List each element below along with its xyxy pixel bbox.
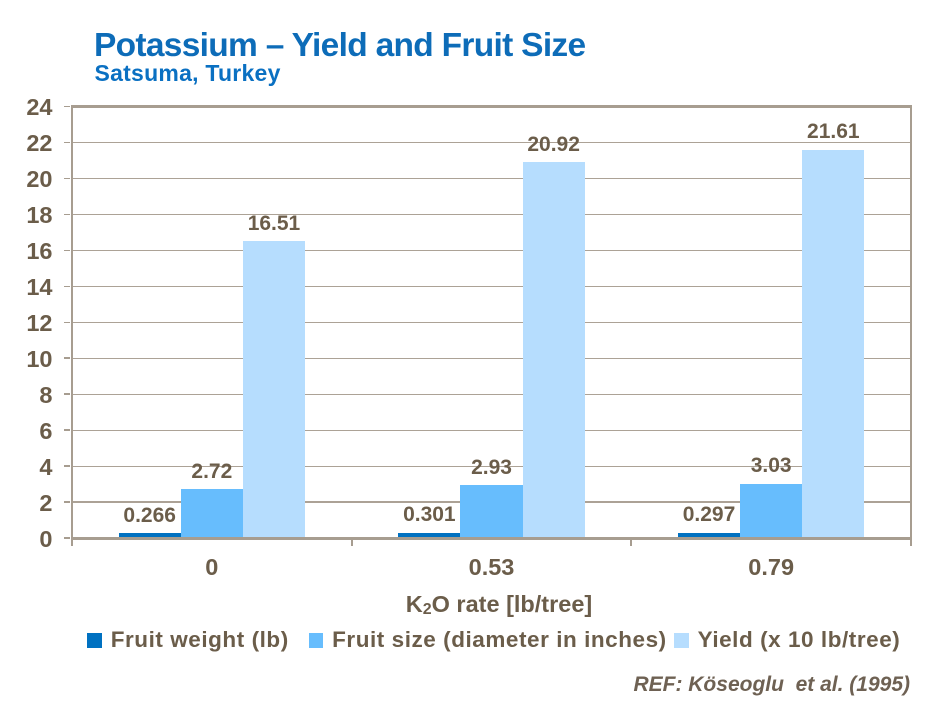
plot-border-top xyxy=(70,105,913,108)
x-axis-line xyxy=(70,536,913,540)
bar-2-0 xyxy=(242,241,306,538)
y-tick-label: 14 xyxy=(26,274,53,301)
footnote: REF: Köseoglu et al. (1995) xyxy=(633,673,910,697)
y-axis-tick xyxy=(63,465,71,467)
bar-value-label: 0.297 xyxy=(682,503,736,527)
bar-value-label: 0.301 xyxy=(403,503,456,527)
y-axis-tick xyxy=(63,393,71,395)
y-axis-tick xyxy=(63,177,71,180)
gridline xyxy=(73,177,910,180)
bar-2-1 xyxy=(522,161,585,538)
x-axis-title-post: O rate [lb/tree] xyxy=(431,590,593,617)
chart-title: Potassium – Yield and Fruit Size xyxy=(94,26,586,64)
legend-marker xyxy=(308,633,324,648)
legend-label: Fruit weight (lb) xyxy=(110,627,289,653)
gridline xyxy=(73,465,910,467)
y-axis-tick xyxy=(63,537,71,539)
bar-value-label: 21.61 xyxy=(807,120,860,144)
y-axis-tick xyxy=(63,141,71,144)
legend-marker xyxy=(674,633,689,648)
gridline xyxy=(73,213,910,216)
x-axis-title-pre: K xyxy=(405,590,423,617)
bar-1-1 xyxy=(460,485,523,538)
y-axis-line xyxy=(70,105,74,540)
y-axis-tick xyxy=(63,429,71,431)
y-tick-label: 2 xyxy=(39,489,53,516)
bar-value-label: 0.266 xyxy=(123,504,176,528)
gridline xyxy=(73,357,910,359)
y-tick-label: 16 xyxy=(26,238,53,265)
legend-label: Yield (x 10 lb/tree) xyxy=(697,627,901,653)
gridline xyxy=(73,141,910,144)
legend-marker xyxy=(87,633,102,648)
legend-label: Fruit size (diameter in inches) xyxy=(332,627,667,653)
bar-0-0 xyxy=(118,533,181,538)
x-axis-title: K2O rate [lb/tree] xyxy=(299,590,699,619)
plot-border-right xyxy=(909,105,913,540)
gridline xyxy=(73,429,910,431)
gridline xyxy=(73,393,910,395)
y-tick-label: 8 xyxy=(39,382,53,408)
y-axis-tick xyxy=(63,357,71,360)
y-tick-label: 12 xyxy=(26,310,53,337)
bar-2-2 xyxy=(802,149,865,538)
y-tick-label: 0 xyxy=(39,525,53,552)
chart-subtitle: Satsuma, Turkey xyxy=(94,60,281,87)
x-axis-tick xyxy=(350,539,353,547)
bar-1-0 xyxy=(180,489,243,538)
y-tick-label: 24 xyxy=(26,94,53,121)
y-tick-label: 20 xyxy=(26,166,53,193)
x-axis-tick xyxy=(630,539,633,547)
bar-0-1 xyxy=(398,532,461,538)
y-tick-label: 22 xyxy=(26,130,53,157)
gridline xyxy=(73,249,910,251)
x-tick-label: 0.79 xyxy=(748,553,795,580)
bar-1-2 xyxy=(740,483,803,538)
y-axis-tick xyxy=(63,321,71,324)
y-tick-label: 10 xyxy=(26,346,53,373)
x-axis-tick xyxy=(910,539,912,547)
y-axis-tick xyxy=(63,105,71,108)
y-axis-tick xyxy=(63,249,71,252)
y-axis-tick xyxy=(63,213,71,216)
bar-value-label: 2.93 xyxy=(471,456,512,480)
gridline xyxy=(73,285,910,287)
y-tick-label: 6 xyxy=(39,417,53,444)
bar-value-label: 2.72 xyxy=(191,459,233,483)
y-axis-tick xyxy=(63,285,71,288)
gridline xyxy=(73,321,910,323)
y-tick-label: 4 xyxy=(39,453,53,480)
bar-0-2 xyxy=(677,532,741,538)
bar-value-label: 16.51 xyxy=(247,212,301,236)
y-axis-tick xyxy=(63,501,71,503)
bar-value-label: 3.03 xyxy=(750,454,792,478)
x-tick-label: 0 xyxy=(205,553,219,580)
x-axis-tick xyxy=(71,539,73,547)
x-axis-title-sub: 2 xyxy=(422,601,432,619)
y-tick-label: 18 xyxy=(26,202,53,229)
x-tick-label: 0.53 xyxy=(468,553,515,580)
bar-value-label: 20.92 xyxy=(527,132,580,156)
